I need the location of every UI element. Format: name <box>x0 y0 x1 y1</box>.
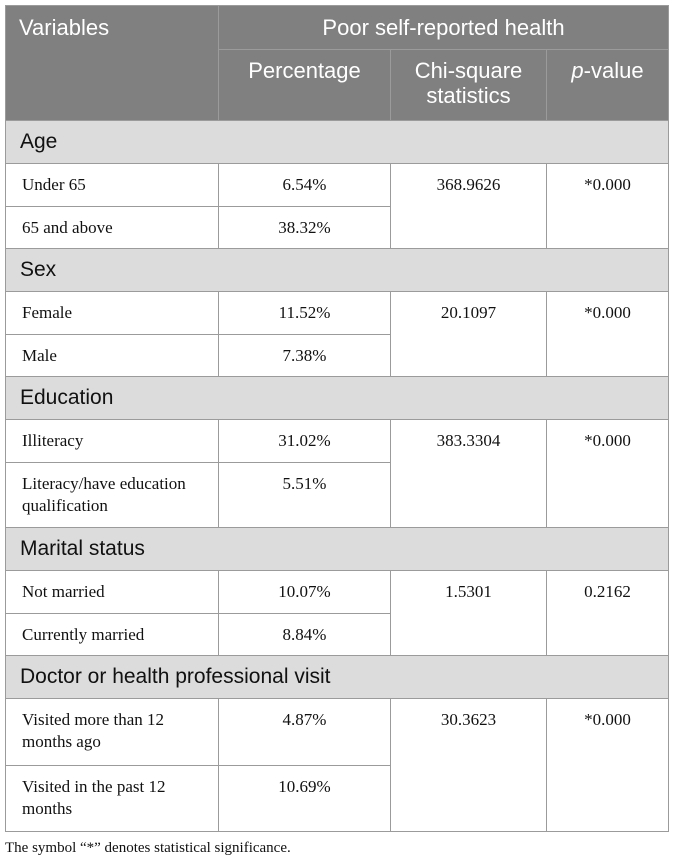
row-label: 65 and above <box>5 206 219 249</box>
table-row: 65 and above 38.32% <box>5 206 669 249</box>
row-label: Male <box>5 334 219 377</box>
table-row: Under 65 6.54% 368.9626 *0.000 <box>5 163 669 249</box>
section-row-education: Education <box>5 376 669 420</box>
table-row: Visited more than 12 months ago 4.87% 30… <box>5 698 669 832</box>
table-row: Female 11.52% 20.1097 *0.000 <box>5 291 669 377</box>
table-row: Currently married 8.84% <box>5 613 669 656</box>
row-percentage: 11.52% <box>218 291 391 335</box>
row-label: Visited in the past 12 months <box>5 765 219 832</box>
row-label: Literacy/have education qualification <box>5 462 219 528</box>
p-value: *0.000 <box>546 291 669 377</box>
table-row: Visited in the past 12 months 10.69% <box>5 765 669 832</box>
p-value: 0.2162 <box>546 570 669 656</box>
table-row: Not married 10.07% 1.5301 0.2162 <box>5 570 669 656</box>
section-title: Doctor or health professional visit <box>5 655 669 699</box>
row-label: Not married <box>5 570 219 614</box>
chi-square-value: 368.9626 <box>390 163 547 249</box>
results-table: Variables Poor self-reported health Perc… <box>5 5 669 832</box>
header-row-sub: Percentage Chi-square statistics p-value <box>6 49 669 121</box>
p-value: *0.000 <box>546 163 669 249</box>
section-title: Marital status <box>5 527 669 571</box>
row-label: Visited more than 12 months ago <box>5 698 219 766</box>
table-row: Literacy/have education qualification 5.… <box>5 462 669 528</box>
section-title: Education <box>5 376 669 420</box>
header-p-value-italic: p <box>571 58 584 83</box>
header-poor-self-reported-health: Poor self-reported health <box>218 5 669 50</box>
section-row-doctor-visit: Doctor or health professional visit <box>5 655 669 699</box>
row-label: Under 65 <box>5 163 219 207</box>
chi-square-value: 1.5301 <box>390 570 547 656</box>
section-row-sex: Sex <box>5 248 669 292</box>
row-label: Currently married <box>5 613 219 656</box>
header-variables: Variables <box>5 5 219 121</box>
row-percentage: 7.38% <box>218 334 391 377</box>
chi-square-value: 383.3304 <box>390 419 547 528</box>
table-row: Male 7.38% <box>5 334 669 377</box>
row-percentage: 8.84% <box>218 613 391 656</box>
section-row-age: Age <box>5 120 669 164</box>
row-percentage: 4.87% <box>218 698 391 766</box>
header-percentage: Percentage <box>218 49 391 121</box>
row-percentage: 6.54% <box>218 163 391 207</box>
header-p-value: p-value <box>546 49 669 121</box>
row-label: Illiteracy <box>5 419 219 463</box>
row-percentage: 10.07% <box>218 570 391 614</box>
header-row-top: Variables Poor self-reported health <box>5 5 669 121</box>
row-percentage: 10.69% <box>218 765 391 832</box>
header-chi-square: Chi-square statistics <box>390 49 547 121</box>
footnote: The symbol “*” denotes statistical signi… <box>5 840 291 856</box>
section-title: Age <box>5 120 669 164</box>
row-percentage: 5.51% <box>218 462 391 528</box>
section-row-marital-status: Marital status <box>5 527 669 571</box>
section-title: Sex <box>5 248 669 292</box>
p-value: *0.000 <box>546 419 669 528</box>
p-value: *0.000 <box>546 698 669 832</box>
chi-square-value: 20.1097 <box>390 291 547 377</box>
row-label: Female <box>5 291 219 335</box>
row-percentage: 38.32% <box>218 206 391 249</box>
chi-square-value: 30.3623 <box>390 698 547 832</box>
header-p-value-suffix: -value <box>583 58 644 83</box>
row-percentage: 31.02% <box>218 419 391 463</box>
table-row: Illiteracy 31.02% 383.3304 *0.000 <box>5 419 669 528</box>
